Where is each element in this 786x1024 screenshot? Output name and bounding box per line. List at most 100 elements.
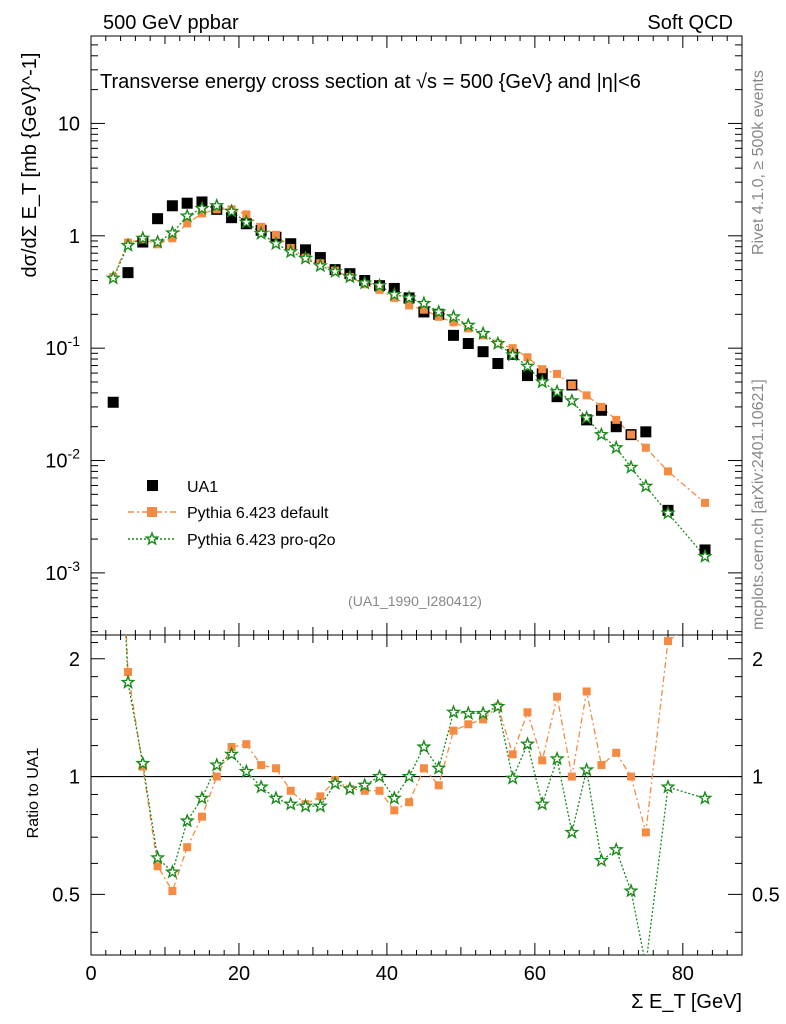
ratio-point-proq2o — [164, 864, 181, 879]
ratio-tick-label-right: 1 — [752, 767, 763, 789]
ratio-point-proq2o — [283, 796, 299, 811]
data-point-default — [627, 430, 636, 439]
ratio-point-proq2o — [120, 674, 136, 689]
ratio-point-default — [434, 781, 443, 790]
y-tick-label: 1 — [69, 226, 80, 248]
ratio-point-proq2o — [475, 705, 491, 720]
data-point-proq2o — [209, 197, 225, 213]
data-point-proq2o — [312, 257, 328, 273]
data-point-proq2o — [416, 295, 432, 310]
data-point-proq2o — [593, 426, 610, 442]
ratio-plot-frame — [90, 634, 743, 956]
ratio-point-default — [286, 786, 295, 795]
mcplots-label: mcplots.cern.ch [arXiv:2401.10621] — [750, 379, 767, 630]
data-point-proq2o — [534, 373, 550, 389]
ratio-axis-label: Ratio to UA1 — [25, 748, 42, 839]
ratio-line-proq2o — [125, 635, 706, 955]
ratio-point-default — [567, 772, 576, 781]
ratio-point-proq2o — [445, 704, 462, 719]
ratio-point-proq2o — [179, 813, 195, 828]
data-point-default — [612, 415, 621, 424]
data-point-proq2o — [608, 439, 624, 455]
ratio-point-proq2o — [357, 777, 373, 792]
data-point-ua1 — [610, 421, 622, 433]
data-point-proq2o — [505, 347, 521, 362]
chart-title: Transverse energy cross section at √s = … — [100, 71, 641, 93]
ratio-point-default — [553, 692, 562, 701]
data-point-proq2o — [401, 289, 417, 305]
data-point-proq2o — [371, 277, 388, 293]
data-point-ua1 — [462, 338, 474, 350]
data-point-ua1 — [477, 346, 489, 358]
data-point-default — [553, 369, 562, 378]
data-point-proq2o — [445, 308, 462, 324]
ratio-point-default — [257, 761, 266, 770]
data-point-proq2o — [386, 286, 402, 301]
ratio-point-proq2o — [327, 775, 343, 791]
ratio-point-default — [405, 798, 414, 807]
data-point-proq2o — [297, 250, 314, 265]
data-point-ua1 — [285, 238, 297, 250]
ratio-point-default — [316, 792, 325, 801]
ratio-point-proq2o — [149, 849, 166, 865]
axis-ticks: 0 20 40 60 80 10-3 10-2 10-1 1 10 0.5 0.5 1 1 2 2 — [45, 35, 780, 985]
legend-marker-default — [147, 507, 157, 517]
data-point-default — [375, 285, 384, 294]
data-point-default — [449, 318, 458, 327]
data-point-ua1 — [181, 197, 193, 209]
ratio-point-proq2o — [608, 841, 624, 857]
ratio-point-proq2o — [490, 698, 506, 714]
ratio-point-proq2o — [564, 824, 580, 839]
header-right: Soft QCD — [647, 12, 733, 34]
ratio-point-default — [627, 772, 636, 781]
legend-label-ua1: UA1 — [187, 479, 218, 496]
ratio-point-proq2o — [431, 760, 447, 775]
ratio-point-default — [123, 668, 132, 677]
ratio-point-default — [508, 750, 517, 759]
ratio-point-default — [212, 772, 221, 781]
data-point-default — [701, 498, 710, 507]
data-point-default — [641, 443, 650, 452]
ratio-point-default — [538, 756, 547, 765]
data-point-default — [434, 312, 443, 321]
data-point-proq2o — [475, 325, 491, 341]
ratio-point-proq2o — [342, 780, 358, 796]
y-axis-label: dσ/dΣ E_T [mb {GeV}^-1] — [19, 53, 41, 278]
legend-marker-proq2o — [144, 531, 160, 546]
ratio-point-default — [664, 637, 673, 646]
ratio-point-default — [523, 708, 532, 717]
x-tick-label: 40 — [376, 963, 398, 985]
ratio-point-proq2o — [660, 779, 676, 794]
data-point-default — [405, 301, 414, 310]
legend-label-default: Pythia 6.423 default — [187, 505, 329, 522]
ratio-point-default — [375, 786, 384, 795]
data-point-default — [271, 230, 280, 239]
y-tick-label: 10-3 — [45, 558, 80, 585]
legend-label-proq2o: Pythia 6.423 pro-q2o — [187, 532, 336, 549]
data-point-proq2o — [342, 269, 358, 284]
data-point-proq2o — [638, 478, 654, 493]
data-point-proq2o — [194, 200, 210, 215]
analysis-id: (UA1_1990_I280412) — [348, 593, 482, 609]
y-tick-label: 10-2 — [45, 446, 80, 473]
ratio-tick-label: 1 — [69, 767, 80, 789]
data-point-ua1 — [300, 244, 312, 256]
header-left: 500 GeV ppbar — [103, 12, 239, 34]
data-point-ua1 — [640, 426, 652, 438]
ratio-point-proq2o — [578, 761, 595, 777]
rivet-label: Rivet 4.1.0, ≥ 500k events — [750, 70, 767, 255]
ratio-point-proq2o — [519, 736, 536, 751]
x-axis-label: Σ E_T [GeV] — [631, 991, 742, 1013]
data-point-default — [582, 391, 591, 400]
data-point-default — [183, 219, 192, 228]
series-line-proq2o — [112, 205, 706, 557]
data-point-ua1 — [492, 358, 504, 370]
data-point-proq2o — [327, 263, 343, 279]
ratio-point-proq2o — [135, 755, 151, 770]
ratio-point-proq2o — [223, 746, 240, 761]
ratio-tick-label-right: 0.5 — [752, 884, 780, 906]
x-tick-label: 20 — [228, 963, 250, 985]
ratio-tick-label: 2 — [69, 649, 80, 671]
ratio-point-proq2o — [312, 798, 328, 813]
